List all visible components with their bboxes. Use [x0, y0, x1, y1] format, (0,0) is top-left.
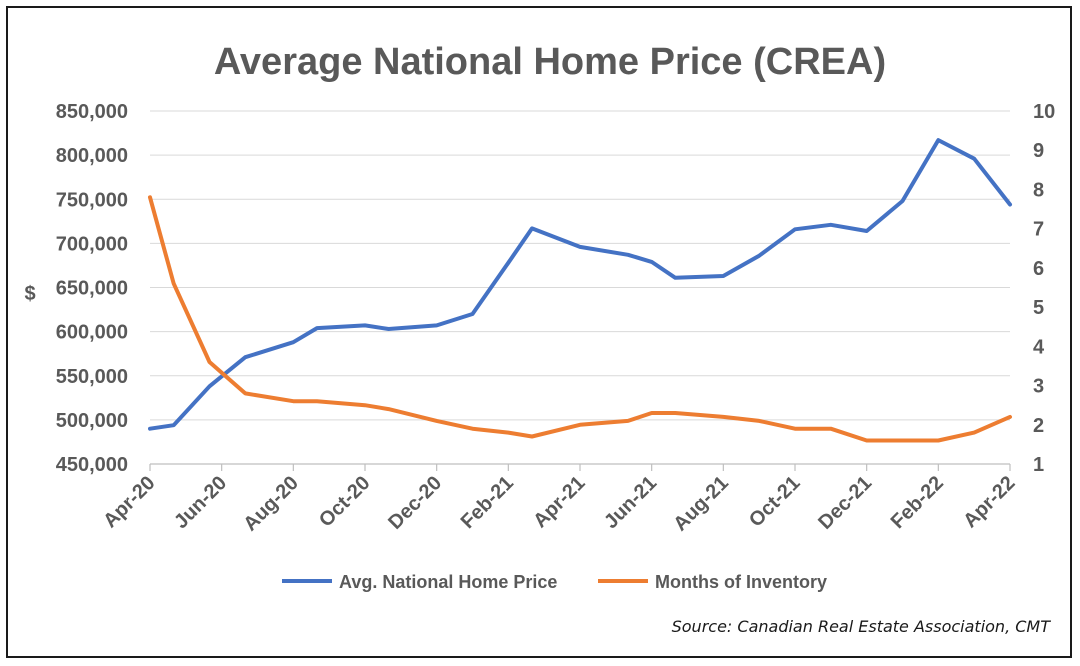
y-left-tick-label: 550,000: [56, 366, 128, 388]
series-lines: [148, 138, 1012, 443]
axes: 450,000 500,000 550,000 600,000 650,000 700,0…: [56, 101, 1056, 535]
x-tick-label: Dec-20: [384, 472, 446, 534]
x-tick-label: Dec-21: [814, 472, 876, 534]
y-right-tick-label: 3: [1033, 376, 1044, 398]
gridlines: [150, 110, 1010, 465]
y-right-tick-label: 2: [1033, 415, 1044, 437]
y-left-tick-label: 600,000: [56, 322, 128, 344]
legend-label-inventory: Months of Inventory: [655, 572, 827, 592]
x-tick-label: Aug-21: [669, 472, 732, 535]
y-right-tick-label: 7: [1033, 219, 1044, 241]
y-left-tick-label: 850,000: [56, 101, 128, 123]
y-left-tick-label: 700,000: [56, 233, 128, 255]
y-right-tick-label: 9: [1033, 140, 1044, 162]
legend: Avg. National Home Price Months of Inven…: [282, 572, 827, 592]
x-tick-label: Oct-20: [315, 472, 375, 532]
y-left-tick-label: 650,000: [56, 278, 128, 300]
series-line-home-price: [148, 138, 1012, 431]
y-left-tick-label: 750,000: [56, 189, 128, 211]
y-right-tick-label: 8: [1033, 179, 1044, 201]
x-tick-label: Apr-20: [99, 472, 159, 532]
series-line-inventory: [148, 195, 1012, 443]
source-note: Source: Canadian Real Estate Association…: [672, 617, 1052, 636]
y-left-tick-label: 450,000: [56, 454, 128, 476]
y-left-tick-label: 500,000: [56, 410, 128, 432]
x-tick-label: Feb-21: [457, 472, 518, 533]
y-left-tick-label: 800,000: [56, 145, 128, 167]
y-right-tick-label: 6: [1033, 258, 1044, 280]
x-tick-label: Jun-20: [170, 472, 231, 533]
x-tick-label: Apr-21: [529, 472, 589, 532]
y-right-tick-label: 5: [1033, 297, 1044, 319]
y-axis-label: $: [24, 283, 35, 305]
y-right-tick-label: 4: [1033, 336, 1045, 358]
legend-label-home-price: Avg. National Home Price: [339, 572, 557, 592]
x-tick-label: Aug-20: [239, 472, 302, 535]
chart-title: Average National Home Price (CREA): [214, 41, 886, 83]
x-tick-label: Jun-21: [600, 472, 661, 533]
x-tick-label: Apr-22: [959, 472, 1019, 532]
y-right-tick-label: 10: [1033, 101, 1055, 123]
x-tick-label: Feb-22: [887, 472, 948, 533]
x-tick-label: Oct-21: [745, 472, 805, 532]
y-right-tick-label: 1: [1033, 454, 1044, 476]
